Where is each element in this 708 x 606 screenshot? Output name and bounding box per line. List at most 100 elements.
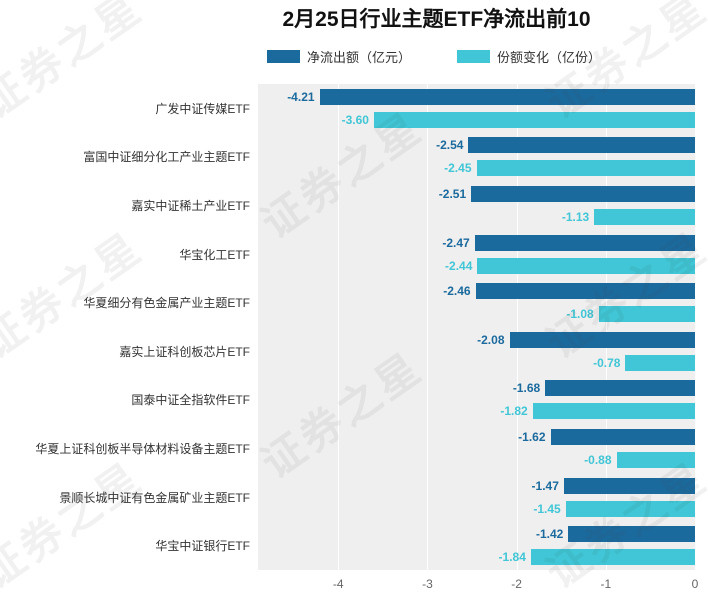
chart-header: 2月25日行业主题ETF净流出前10	[0, 0, 708, 34]
category-label: 嘉实中证稀土产业ETF	[131, 198, 250, 213]
share-bar-line: -0.78	[258, 354, 695, 371]
bar-value-label: -2.08	[477, 332, 505, 347]
outflow-bar	[550, 428, 695, 445]
outflow-bar-line: -2.47	[258, 234, 695, 251]
outflow-bar	[563, 477, 695, 494]
share-bar-line: -2.45	[258, 160, 695, 177]
category-label: 华夏上证科创板半导体材料设备主题ETF	[35, 441, 250, 456]
bar-value-label: -4.21	[287, 89, 315, 104]
chart-area: 广发中证传媒ETF -4.21 -3.60 富国中证细分化工产业主题ETF -2.54-…	[0, 84, 708, 570]
chart-row: 嘉实上证科创板芯片ETF -2.08 -0.78	[0, 327, 695, 376]
category-label: 广发中证传媒ETF	[155, 101, 250, 116]
share-bar	[616, 451, 695, 468]
legend-swatch-icon	[457, 49, 490, 63]
category-label: 国泰中证全指软件ETF	[131, 393, 250, 408]
share-bar	[373, 111, 695, 128]
outflow-bar-line: -4.21	[258, 88, 695, 105]
bar-value-label: -1.62	[518, 429, 546, 444]
bar-group: -2.54 -2.45	[258, 133, 695, 182]
outflow-bar-line: -2.51	[258, 185, 695, 202]
outflow-bar	[475, 283, 695, 300]
chart-row: 嘉实中证稀土产业ETF -2.51 -1.13	[0, 181, 695, 230]
gridline	[605, 84, 607, 570]
gridline	[338, 84, 340, 570]
bar-group: -2.46 -1.08	[258, 278, 695, 327]
chart-row: 广发中证传媒ETF -4.21 -3.60	[0, 84, 695, 133]
category-label: 华宝化工ETF	[179, 247, 250, 262]
category-label: 富国中证细分化工产业主题ETF	[83, 150, 250, 165]
category-label: 华宝中证银行ETF	[155, 539, 250, 554]
share-bar	[565, 500, 695, 517]
chart-row: 华宝中证银行ETF -1.42 -1.84	[0, 521, 695, 570]
chart-legend: 净流出额（亿元） 份额变化（亿份）	[0, 47, 708, 66]
bar-value-label: -2.54	[436, 138, 464, 153]
bar-value-label: -2.44	[445, 258, 473, 273]
outflow-bar-line: -2.54	[258, 137, 695, 154]
bar-value-label: -0.78	[593, 355, 621, 370]
share-bar	[594, 208, 695, 225]
bar-group: -2.08 -0.78	[258, 327, 695, 376]
bar-value-label: -1.42	[536, 527, 564, 542]
outflow-bar	[545, 380, 695, 397]
share-bar	[532, 403, 695, 420]
share-bar-line: -1.84	[258, 549, 695, 566]
chart-row: 景顺长城中证有色金属矿业主题ETF -1.47 -1.45	[0, 473, 695, 522]
chart-row: 富国中证细分化工产业主题ETF -2.54 -2.45	[0, 133, 695, 182]
share-bar	[598, 306, 695, 323]
share-bar	[477, 257, 695, 274]
x-axis: -4 -3 -2 -1 0	[258, 570, 698, 600]
bar-value-label: -1.13	[561, 209, 590, 224]
outflow-bar-line: -1.47	[258, 477, 695, 494]
outflow-bar	[568, 526, 695, 543]
bar-value-label: -3.60	[341, 112, 369, 127]
outflow-bar-line: -1.62	[258, 428, 695, 445]
bar-value-label: -1.08	[566, 307, 594, 322]
share-bar-line: -1.82	[258, 403, 695, 420]
x-tick-label: -1	[600, 577, 612, 591]
outflow-bar	[509, 331, 695, 348]
category-label: 嘉实上证科创板芯片ETF	[119, 344, 250, 359]
bar-value-label: -1.47	[531, 478, 559, 493]
bar-value-label: -1.82	[500, 404, 528, 419]
category-label: 景顺长城中证有色金属矿业主题ETF	[59, 490, 250, 505]
outflow-bar-line: -1.42	[258, 526, 695, 543]
share-bar	[625, 354, 695, 371]
x-tick-label: -4	[332, 577, 344, 591]
bar-value-label: -2.47	[442, 235, 470, 250]
outflow-bar-line: -1.68	[258, 380, 695, 397]
share-bar-line: -3.60	[258, 111, 695, 128]
legend-label: 份额变化（亿份）	[497, 49, 602, 65]
bar-value-label: -1.45	[533, 501, 561, 516]
category-label: 华夏细分有色金属产业主题ETF	[83, 296, 250, 311]
legend-item: 份额变化（亿份）	[457, 47, 601, 66]
outflow-bar-line: -2.08	[258, 331, 695, 348]
bar-group: -1.42 -1.84	[258, 521, 695, 570]
chart-row: 华夏细分有色金属产业主题ETF -2.46 -1.08	[0, 278, 695, 327]
bar-value-label: -1.84	[498, 550, 526, 565]
share-bar-line: -0.88	[258, 451, 695, 468]
bar-group: -4.21 -3.60	[258, 84, 695, 133]
chart-title: 2月25日行业主题ETF净流出前10	[282, 8, 591, 31]
chart-row: 华宝化工ETF -2.47 -2.44	[0, 230, 695, 279]
outflow-bar	[471, 185, 695, 202]
bar-value-label: -2.45	[444, 161, 472, 176]
chart-row: 华夏上证科创板半导体材料设备主题ETF -1.62 -0.88	[0, 424, 695, 473]
share-bar-line: -1.13	[258, 208, 695, 225]
bar-group: -1.47 -1.45	[258, 473, 695, 522]
legend-item: 净流出额（亿元）	[266, 47, 411, 66]
x-tick-label: 0	[691, 577, 699, 591]
bar-group: -2.47 -2.44	[258, 230, 695, 279]
gridline	[516, 84, 518, 570]
gridline	[427, 84, 429, 570]
bar-group: -1.62 -0.88	[258, 424, 695, 473]
bar-value-label: -1.68	[512, 381, 541, 396]
share-bar-line: -1.45	[258, 500, 695, 517]
chart-row: 国泰中证全指软件ETF -1.68 -1.82	[0, 376, 695, 425]
outflow-bar	[474, 234, 695, 251]
bar-value-label: -0.88	[584, 452, 612, 467]
legend-swatch-icon	[266, 49, 300, 63]
bar-value-label: -2.51	[438, 186, 467, 201]
bar-value-label: -2.46	[443, 284, 471, 299]
legend-label: 净流出额（亿元）	[306, 49, 411, 65]
bar-group: -1.68 -1.82	[258, 376, 695, 425]
